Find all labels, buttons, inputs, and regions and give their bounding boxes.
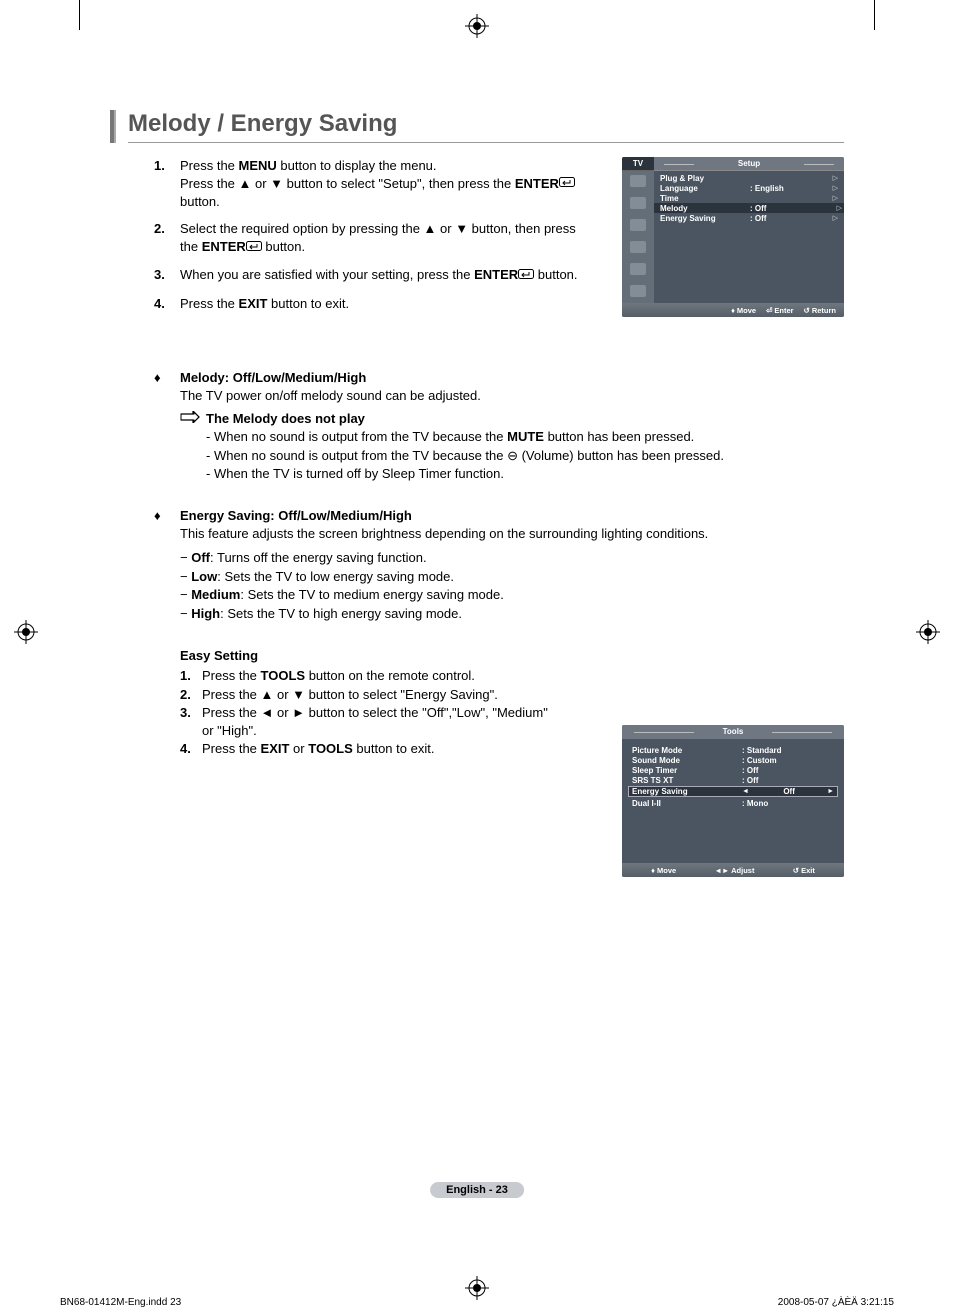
osd-setup-row: Language: English▷: [660, 183, 840, 193]
energy-option-line: − Off: Turns off the energy saving funct…: [180, 549, 844, 568]
osd-tools-menu: Tools Picture Mode: StandardSound Mode: …: [622, 725, 844, 877]
melody-note-line: - When no sound is output from the TV be…: [206, 447, 844, 466]
osd-setup-row: Plug & Play▷: [660, 173, 840, 183]
energy-desc: This feature adjusts the screen brightne…: [180, 525, 844, 543]
osd-setup-row: Time▷: [660, 193, 840, 203]
osd-setup-title: Setup: [654, 157, 844, 171]
osd-menu-icon: [630, 263, 646, 275]
osd-menu-icon: [630, 197, 646, 209]
osd-menu-icon: [630, 285, 646, 297]
step-text: Press the MENU button to display the men…: [180, 157, 590, 210]
melody-note-line: - When the TV is turned off by Sleep Tim…: [206, 465, 844, 484]
osd-tools-row: Sound Mode: Custom: [632, 755, 834, 765]
page-number-pill: English - 23: [430, 1182, 524, 1198]
osd-menu-icon: [630, 175, 646, 187]
step-number: 3.: [180, 704, 202, 739]
osd-enter-hint: ⏎Enter: [766, 306, 793, 315]
step-number: 4.: [154, 295, 180, 313]
step-text: Press the ◄ or ► button to select the "O…: [202, 704, 562, 739]
bullet-icon: ♦: [154, 508, 180, 624]
energy-option-line: − High: Sets the TV to high energy savin…: [180, 605, 844, 624]
step-number: 2.: [154, 220, 180, 256]
osd-menu-icon: [630, 219, 646, 231]
osd-setup-row: Energy Saving: Off▷: [660, 213, 840, 223]
step-text: Press the TOOLS button on the remote con…: [202, 667, 562, 685]
page-title: Melody / Energy Saving: [128, 110, 844, 143]
print-footer-left: BN68-01412M-Eng.indd 23: [60, 1297, 181, 1308]
step-number: 4.: [180, 740, 202, 758]
osd-icon-column: [622, 171, 654, 303]
osd-tools-row: SRS TS XT: Off: [632, 775, 834, 785]
crop-mark: [874, 0, 904, 30]
osd-adjust-hint: ◄► Adjust: [714, 866, 754, 875]
print-footer-right: 2008-05-07 ¿ÀÈÄ 3:21:15: [778, 1297, 894, 1308]
osd-return-hint: ↺Return: [804, 306, 836, 315]
title-accent-bar: [110, 110, 116, 143]
melody-title: Melody: Off/Low/Medium/High: [180, 370, 844, 385]
osd-tools-title: Tools: [622, 725, 844, 739]
energy-option-line: − Medium: Sets the TV to medium energy s…: [180, 586, 844, 605]
easy-setting-title: Easy Setting: [180, 648, 844, 663]
step-text: Press the ▲ or ▼ button to select "Energ…: [202, 686, 562, 704]
osd-tools-row: Picture Mode: Standard: [632, 745, 834, 755]
osd-move-hint: ♦ Move: [651, 866, 676, 875]
osd-tools-row: Sleep Timer: Off: [632, 765, 834, 775]
crop-mark: [50, 0, 80, 30]
step-number: 1.: [154, 157, 180, 210]
step-number: 2.: [180, 686, 202, 704]
registration-mark-icon: [916, 620, 940, 644]
step-text: Select the required option by pressing t…: [180, 220, 590, 256]
osd-tv-tab: TV: [622, 157, 654, 171]
step-number: 1.: [180, 667, 202, 685]
melody-desc: The TV power on/off melody sound can be …: [180, 387, 844, 405]
osd-exit-hint: ↺ Exit: [793, 866, 815, 875]
osd-tools-row: Energy Saving◄ Off►: [628, 786, 838, 797]
note-arrow-icon: [180, 411, 206, 426]
step-text: When you are satisfied with your setting…: [180, 266, 590, 284]
registration-mark-icon: [465, 14, 489, 38]
melody-note-line: - When no sound is output from the TV be…: [206, 428, 844, 447]
energy-option-line: − Low: Sets the TV to low energy saving …: [180, 568, 844, 587]
step-text: Press the EXIT button to exit.: [180, 295, 590, 313]
step-text: Press the EXIT or TOOLS button to exit.: [202, 740, 562, 758]
osd-menu-icon: [630, 241, 646, 253]
osd-move-hint: ♦Move: [731, 306, 756, 315]
melody-note-title: The Melody does not play: [206, 411, 365, 426]
bullet-icon: ♦: [154, 370, 180, 484]
step-number: 3.: [154, 266, 180, 284]
osd-tools-row: Dual I-II: Mono: [632, 798, 834, 808]
energy-title: Energy Saving: Off/Low/Medium/High: [180, 508, 844, 523]
osd-setup-row: Melody: Off▷: [654, 203, 844, 213]
osd-setup-menu: TV Setup Plug & Play▷Language: English▷T…: [622, 157, 844, 317]
registration-mark-icon: [14, 620, 38, 644]
